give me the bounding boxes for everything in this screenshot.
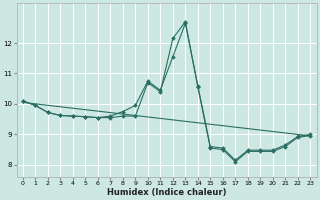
X-axis label: Humidex (Indice chaleur): Humidex (Indice chaleur) — [107, 188, 226, 197]
